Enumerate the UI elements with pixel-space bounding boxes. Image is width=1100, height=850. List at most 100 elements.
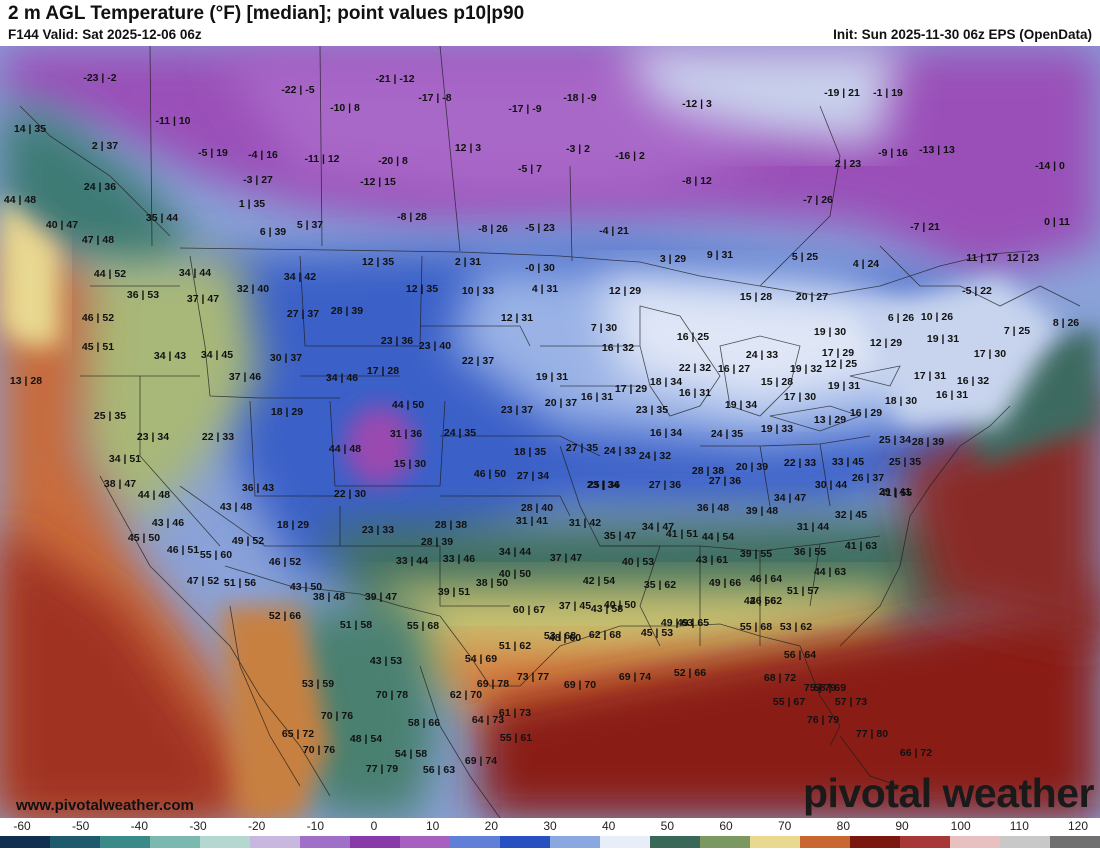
scale-tick-label: 70 [777,819,792,833]
point-value: 48 | 54 [350,733,382,745]
point-value: -3 | 2 [566,143,590,155]
point-value: 16 | 29 [850,407,882,419]
point-value: 57 | 73 [835,696,867,708]
point-value: 44 | 63 [814,566,846,578]
scale-color-swatch [350,836,401,848]
point-value: 69 | 74 [465,755,497,767]
point-value: 24 | 33 [746,349,778,361]
point-value: 51 | 62 [499,640,531,652]
point-value: 27 | 36 [709,475,741,487]
point-value: 70 | 78 [376,689,408,701]
point-value: 8 | 26 [1053,317,1079,329]
scale-tick-label: -20 [247,819,266,833]
point-value: -8 | 26 [478,223,508,235]
point-value: 2 | 31 [455,256,481,268]
point-value: 53 | 62 [780,621,812,633]
point-value: 29 | 41 [879,486,911,498]
point-value: 55 | 68 [740,621,772,633]
point-value: 27 | 36 [649,479,681,491]
point-value: -21 | -12 [375,73,414,85]
point-value: 27 | 34 [517,470,549,482]
scale-color-swatch [750,836,801,848]
map-canvas: -23 | -2 -22 | -5 -21 | -12 -17 | -8 -17 | -… [0,46,1100,818]
point-value: 30 | 44 [815,479,847,491]
point-value: 15 | 28 [761,376,793,388]
point-value: 45 | 50 [128,532,160,544]
point-value: 44 | 48 [138,489,170,501]
point-value: 11 | 17 [966,252,998,264]
scale-color-swatch [700,836,751,848]
point-value: 12 | 23 [1007,252,1039,264]
point-value: 20 | 27 [796,291,828,303]
point-value: 16 | 32 [957,375,989,387]
point-value: 0 | 11 [1044,216,1070,228]
point-value: 36 | 55 [794,546,826,558]
point-value: 61 | 73 [499,707,531,719]
point-value: 49 | 65 [677,617,709,629]
point-value: 19 | 31 [927,333,959,345]
point-value: 19 | 30 [814,326,846,338]
point-value: 7 | 25 [1004,325,1030,337]
point-value: 25 | 34 [879,434,911,446]
point-value: 23 | 37 [501,404,533,416]
point-value: -5 | 23 [525,222,555,234]
point-value: 40 | 50 [604,599,636,611]
point-value: 64 | 73 [472,714,504,726]
temperature-map[interactable]: -23 | -2 -22 | -5 -21 | -12 -17 | -8 -17 | -… [0,46,1100,818]
point-value: 41 | 51 [666,528,698,540]
point-value: 19 | 31 [828,380,860,392]
valid-time: F144 Valid: Sat 2025-12-06 06z [8,27,202,42]
scale-tick-label: 20 [484,819,499,833]
point-value: 28 | 39 [912,436,944,448]
point-value: -20 | 8 [378,155,408,167]
point-value: 75 | 79 [804,682,836,694]
scale-color-swatch [600,836,651,848]
point-value: 6 | 26 [888,312,914,324]
point-value: 60 | 67 [513,604,545,616]
scale-tick-label: 120 [1067,819,1089,833]
scale-tick-label: -10 [306,819,324,833]
site-url[interactable]: www.pivotalweather.com [16,797,194,814]
point-value: 9 | 31 [707,249,733,261]
point-value: 16 | 32 [602,342,634,354]
point-value: 36 | 48 [697,502,729,514]
point-value: 16 | 27 [718,363,750,375]
point-value: 38 | 50 [476,577,508,589]
point-value: 2 | 37 [92,140,118,152]
scale-color-swatch [500,836,551,848]
point-value: 46 | 62 [750,595,782,607]
point-value: 47 | 48 [82,234,114,246]
point-value: 39 | 48 [746,505,778,517]
point-value: 54 | 58 [395,748,427,760]
point-value: -12 | 15 [360,176,396,188]
point-value: 18 | 30 [885,395,917,407]
point-value: 37 | 46 [229,371,261,383]
point-value: 56 | 63 [423,764,455,776]
point-value: 58 | 66 [408,717,440,729]
point-value: 31 | 44 [797,521,829,533]
point-value: 39 | 55 [740,548,772,560]
scale-color-swatch [250,836,301,848]
point-value: 12 | 29 [870,337,902,349]
point-value: 30 | 37 [270,352,302,364]
map-title: 2 m AGL Temperature (°F) [median]; point… [8,3,525,24]
point-value: 35 | 62 [644,579,676,591]
scale-color-swatch [200,836,251,848]
point-value: 20 | 37 [545,397,577,409]
point-value: 56 | 64 [784,649,816,661]
point-value: 49 | 52 [232,535,264,547]
point-value: 6 | 39 [260,226,286,238]
point-value: 39 | 51 [438,586,470,598]
point-value: 24 | 35 [711,428,743,440]
point-value: 77 | 80 [856,728,888,740]
point-value: 51 | 56 [224,577,256,589]
point-value: 44 | 48 [4,194,36,206]
point-value: -19 | 21 [824,87,860,99]
point-value: 46 | 64 [750,573,782,585]
point-value: 19 | 34 [725,399,757,411]
point-value: 53 | 68 [544,630,576,642]
header: 2 m AGL Temperature (°F) [median]; point… [0,0,1100,46]
scale-color-swatch [400,836,451,848]
point-value: 24 | 33 [604,445,636,457]
point-value: -17 | -8 [418,92,451,104]
